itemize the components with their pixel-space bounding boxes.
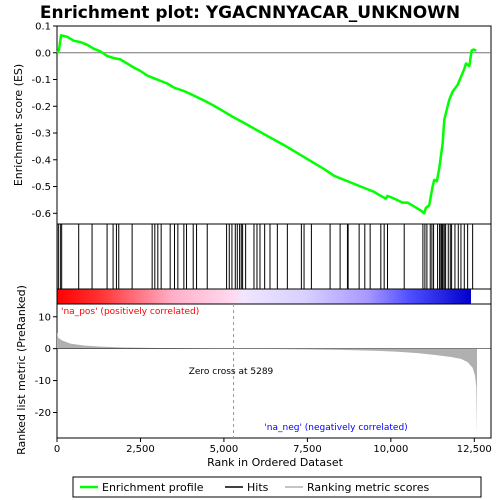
es-y-axis-label: Enrichment score (ES) bbox=[12, 64, 25, 186]
es-y-ticks: 0.1 0.0 -0.1 -0.2 -0.3 -0.4 -0.5 -0.6 bbox=[31, 22, 57, 220]
es-y-tick-label: 0.0 bbox=[35, 48, 51, 59]
neg-label: 'na_neg' (negatively correlated) bbox=[264, 423, 407, 433]
metric-y-tick-label: 0 bbox=[45, 344, 51, 355]
es-y-tick-label: -0.2 bbox=[31, 102, 51, 113]
legend: Enrichment profile Hits Ranking metric s… bbox=[72, 476, 482, 498]
metric-panel bbox=[56, 303, 492, 439]
es-y-tick-label: -0.5 bbox=[31, 182, 51, 193]
es-y-tick-label: 0.1 bbox=[35, 22, 51, 33]
x-tick-label: 7,500 bbox=[293, 444, 322, 455]
x-axis-label: Rank in Ordered Dataset bbox=[207, 456, 344, 469]
x-tick-label: 5,000 bbox=[210, 444, 239, 455]
es-y-tick-label: -0.1 bbox=[31, 75, 51, 86]
chart-title: Enrichment plot: YGACNNYACAR_UNKNOWN bbox=[40, 3, 460, 23]
x-tick-label: 2,500 bbox=[126, 444, 155, 455]
enrichment-profile-line bbox=[55, 34, 477, 215]
rank-gradient-bar bbox=[57, 289, 471, 304]
x-tick-label: 10,000 bbox=[373, 444, 408, 455]
es-panel bbox=[56, 25, 492, 225]
es-y-tick-label: -0.6 bbox=[31, 209, 51, 220]
x-tick-label: 12,500 bbox=[457, 444, 492, 455]
x-tick-label: 0 bbox=[54, 444, 60, 455]
legend-label-metric: Ranking metric scores bbox=[307, 481, 429, 494]
metric-y-ticks: 10 0 -10 -20 bbox=[35, 312, 57, 419]
legend-label-hits: Hits bbox=[247, 481, 269, 494]
hits-panel bbox=[56, 223, 492, 290]
hit-markers bbox=[57, 224, 474, 289]
legend-box bbox=[72, 476, 482, 498]
es-y-tick-label: -0.4 bbox=[31, 155, 51, 166]
legend-label-enrichment: Enrichment profile bbox=[102, 481, 204, 494]
pos-label: 'na_pos' (positively correlated) bbox=[61, 307, 199, 317]
es-y-tick-label: -0.3 bbox=[31, 129, 51, 140]
metric-y-axis-label: Ranked list metric (PreRanked) bbox=[15, 285, 28, 455]
metric-y-tick-label: -20 bbox=[35, 408, 51, 419]
zero-cross-label: Zero cross at 5289 bbox=[189, 367, 274, 377]
x-axis-ticks: 0 2,500 5,000 7,500 10,000 12,500 bbox=[54, 438, 492, 455]
metric-y-tick-label: 10 bbox=[38, 312, 51, 323]
metric-y-tick-label: -10 bbox=[35, 376, 51, 387]
